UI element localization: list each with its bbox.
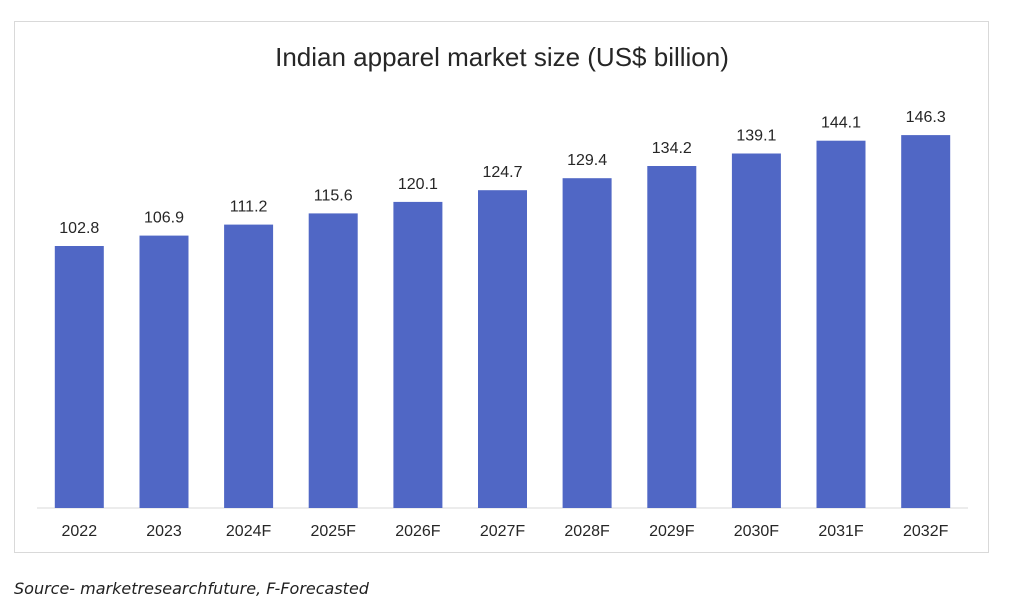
bars-group: [54, 135, 951, 508]
x-tick-label-2022: 2022: [62, 523, 98, 540]
x-tick-label-2026F: 2026F: [395, 523, 441, 540]
x-tick-label-2029F: 2029F: [649, 523, 695, 540]
bar-2029F: [647, 166, 697, 508]
x-tick-label-2027F: 2027F: [480, 523, 526, 540]
x-tick-label-2032F: 2032F: [903, 523, 949, 540]
x-tick-labels-group: 2022 2023 2024F 2025F 2026F 2027F 2028F 2029F 20…: [62, 523, 949, 540]
data-label-2027F: 124.7: [482, 164, 522, 181]
x-tick-label-2023: 2023: [146, 523, 182, 540]
bar-2026F: [393, 201, 443, 508]
bar-2031F: [816, 140, 866, 508]
chart-title: Indian apparel market size (US$ billion): [275, 42, 729, 72]
x-tick-label-2028F: 2028F: [564, 523, 610, 540]
bar-2027F: [478, 190, 527, 508]
data-label-2029F: 134.2: [652, 140, 692, 157]
data-label-2030F: 139.1: [736, 128, 776, 145]
bar-2024F: [224, 224, 274, 508]
data-labels-group: 102.8 106.9 111.2 115.6 120.1 124.7 129.4 134.2…: [59, 109, 946, 237]
x-tick-label-2030F: 2030F: [734, 523, 780, 540]
data-label-2024F: 111.2: [230, 199, 268, 216]
x-tick-label-2031F: 2031F: [818, 523, 864, 540]
data-label-2031F: 144.1: [821, 115, 861, 132]
x-tick-label-2024F: 2024F: [226, 523, 272, 540]
data-label-2023: 106.9: [144, 210, 184, 227]
chart-card: Indian apparel market size (US$ billion)…: [14, 21, 989, 553]
source-note: Source- marketresearchfuture, F-Forecast…: [14, 579, 369, 598]
data-label-2026F: 120.1: [398, 176, 438, 193]
bar-2023: [139, 235, 189, 508]
bar-2028F: [562, 178, 612, 508]
data-label-2022: 102.8: [59, 220, 99, 237]
bar-chart: Indian apparel market size (US$ billion)…: [37, 42, 968, 540]
bar-2030F: [731, 153, 781, 508]
data-label-2025F: 115.6: [314, 187, 353, 204]
x-tick-label-2025F: 2025F: [311, 523, 357, 540]
data-label-2028F: 129.4: [567, 152, 607, 169]
bar-2032F: [901, 135, 951, 508]
bar-2025F: [308, 213, 358, 508]
bar-2022: [54, 246, 104, 508]
data-label-2032F: 146.3: [906, 109, 946, 126]
